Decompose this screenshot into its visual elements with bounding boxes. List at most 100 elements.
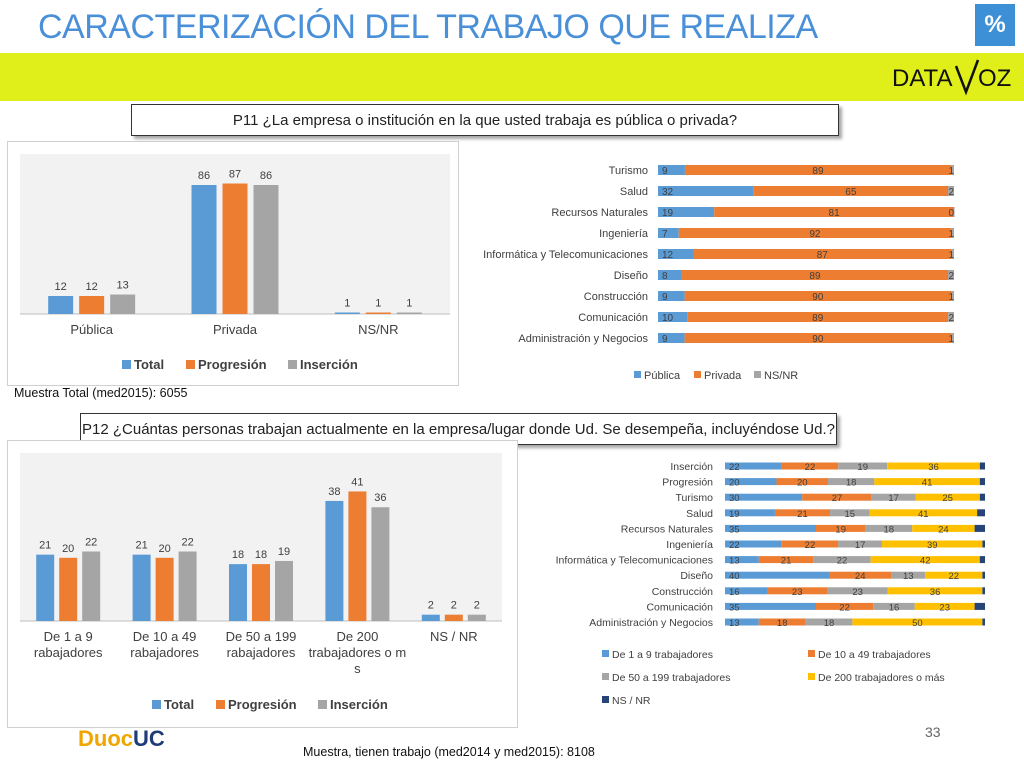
stacked-segment xyxy=(838,462,888,470)
stacked-segment xyxy=(781,462,839,470)
category-label: Comunicación xyxy=(646,601,713,613)
data-label: 41 xyxy=(918,509,929,520)
data-label: 20 xyxy=(797,478,808,489)
bar xyxy=(178,551,197,621)
stacked-segment xyxy=(948,186,954,196)
bar xyxy=(444,614,463,621)
stacked-segment xyxy=(658,270,682,280)
data-label: 2 xyxy=(948,187,954,198)
bar xyxy=(36,554,55,621)
bar xyxy=(421,614,440,621)
datavoz-logo: DATA OZ xyxy=(880,56,1012,98)
stacked-segment xyxy=(871,493,916,501)
stacked-segment xyxy=(684,291,952,301)
data-label: 19 xyxy=(729,509,740,520)
stacked-segment xyxy=(852,618,983,626)
category-label: De 10 a 49 xyxy=(133,629,197,644)
stacked-segment xyxy=(982,587,985,595)
data-label: 1 xyxy=(344,298,350,310)
bar xyxy=(155,557,174,621)
data-label: 16 xyxy=(889,602,900,613)
data-label: 81 xyxy=(829,208,841,219)
bar xyxy=(348,491,367,621)
data-label: 1 xyxy=(948,292,954,303)
bar xyxy=(253,185,279,314)
legend-swatch xyxy=(694,371,701,378)
data-label: 20 xyxy=(62,543,74,555)
legend-label: Inserción xyxy=(330,697,388,712)
data-label: 2 xyxy=(948,271,954,282)
legend-swatch xyxy=(808,650,815,657)
chart-p11-frame: 12 12 13 Pública 86 87 86 Privada 1 1 1 NS/NR Total P… xyxy=(7,141,459,386)
legend-swatch xyxy=(602,673,609,680)
data-label: 0 xyxy=(948,208,954,219)
category-label: Construcción xyxy=(584,291,648,303)
stacked-segment xyxy=(869,509,978,517)
legend-swatch xyxy=(754,371,761,378)
data-label: 19 xyxy=(857,462,868,473)
data-label: 27 xyxy=(832,493,843,504)
category-label: Ingeniería xyxy=(666,539,713,551)
stacked-segment xyxy=(816,524,866,532)
data-label: 21 xyxy=(39,540,51,552)
stacked-segment xyxy=(914,602,975,610)
data-label: 40 xyxy=(729,571,740,582)
legend-swatch xyxy=(152,700,161,709)
data-label: 25 xyxy=(942,493,953,504)
category-label: Turismo xyxy=(609,165,648,177)
logo-text-left: DATA xyxy=(892,65,952,92)
data-label: 89 xyxy=(812,166,824,177)
stacked-segment xyxy=(974,602,985,610)
legend-label: NS / NR xyxy=(612,695,651,707)
bar xyxy=(467,614,486,621)
stacked-segment xyxy=(658,165,685,175)
data-label: 22 xyxy=(837,556,848,567)
stacked-segment xyxy=(681,270,949,280)
stacked-segment xyxy=(951,333,954,343)
stacked-segment xyxy=(979,556,985,564)
category-label: Administración y Negocios xyxy=(518,333,648,345)
data-label: 35 xyxy=(729,524,740,535)
legend-label: Pública xyxy=(644,370,681,382)
data-label: 19 xyxy=(278,546,290,558)
category-label: Informática y Telecomunicaciones xyxy=(556,555,713,567)
data-label: 19 xyxy=(662,208,674,219)
stacked-segment xyxy=(827,587,888,595)
stacked-segment xyxy=(725,602,816,610)
stacked-segment xyxy=(829,571,892,579)
stacked-segment xyxy=(887,587,983,595)
category-label: Comunicación xyxy=(578,312,648,324)
percent-badge: % xyxy=(975,4,1015,46)
data-label: 23 xyxy=(792,587,803,598)
data-label: 39 xyxy=(927,540,938,551)
data-label: 12 xyxy=(55,281,67,293)
category-label: Turismo xyxy=(675,492,713,504)
data-label: 13 xyxy=(729,618,740,629)
data-label: 36 xyxy=(374,492,386,504)
bar xyxy=(79,296,105,314)
category-label: Privada xyxy=(213,322,258,337)
data-label: 22 xyxy=(949,571,960,582)
bar xyxy=(275,560,293,621)
bar xyxy=(229,564,247,621)
category-label: De 200 xyxy=(336,629,378,644)
stacked-segment xyxy=(979,478,985,486)
data-label: 9 xyxy=(662,292,668,303)
stacked-segment xyxy=(827,478,875,486)
legend-label: NS/NR xyxy=(764,370,798,382)
category-label: Diseño xyxy=(680,570,713,582)
data-label: 21 xyxy=(135,540,147,552)
data-label: 1 xyxy=(406,298,412,310)
legend-label: De 200 trabajadores o más xyxy=(818,672,945,684)
data-label: 23 xyxy=(852,587,863,598)
stacked-segment xyxy=(658,333,685,343)
stacked-segment xyxy=(725,493,803,501)
bar xyxy=(110,294,136,314)
data-label: 92 xyxy=(809,229,821,240)
data-label: 18 xyxy=(777,618,788,629)
header-band xyxy=(0,53,1024,101)
data-label: 2 xyxy=(451,600,457,612)
legend-label: De 10 a 49 trabajadores xyxy=(818,649,931,661)
data-label: 23 xyxy=(939,602,950,613)
stacked-segment xyxy=(774,509,831,517)
